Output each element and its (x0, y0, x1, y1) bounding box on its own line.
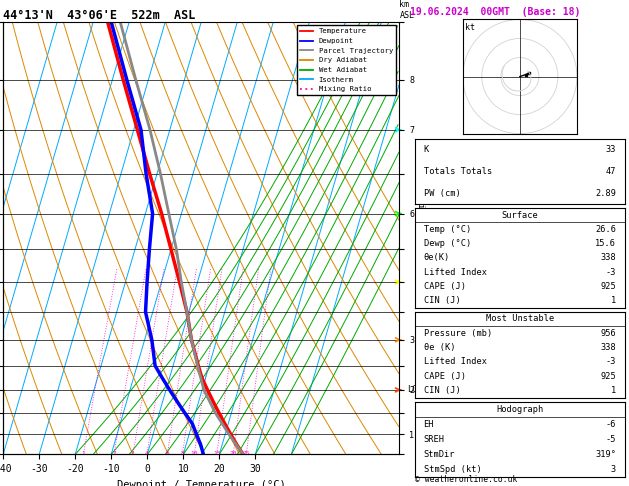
Text: 4: 4 (145, 451, 149, 456)
Text: Hodograph: Hodograph (496, 405, 543, 414)
Text: 33: 33 (606, 145, 616, 154)
Text: -3: -3 (606, 358, 616, 366)
Text: 338: 338 (601, 253, 616, 262)
Text: 925: 925 (601, 282, 616, 291)
Text: Dewp (°C): Dewp (°C) (423, 239, 470, 248)
Text: 47: 47 (606, 167, 616, 176)
Text: 10: 10 (191, 451, 198, 456)
Text: PW (cm): PW (cm) (423, 189, 460, 198)
Text: 338: 338 (601, 343, 616, 352)
Text: CIN (J): CIN (J) (423, 296, 460, 305)
Text: 2.89: 2.89 (595, 189, 616, 198)
Text: 15: 15 (213, 451, 221, 456)
Text: 25: 25 (243, 451, 250, 456)
Text: -6: -6 (606, 420, 616, 429)
Text: 1: 1 (82, 451, 85, 456)
Text: 1: 1 (611, 296, 616, 305)
Text: 15.6: 15.6 (595, 239, 616, 248)
Text: km
ASL: km ASL (399, 0, 415, 20)
Text: 2: 2 (112, 451, 116, 456)
Text: Temp (°C): Temp (°C) (423, 225, 470, 234)
Text: θe (K): θe (K) (423, 343, 455, 352)
Text: Totals Totals: Totals Totals (423, 167, 492, 176)
Legend: Temperature, Dewpoint, Parcel Trajectory, Dry Adiabat, Wet Adiabat, Isotherm, Mi: Temperature, Dewpoint, Parcel Trajectory… (297, 25, 396, 95)
Text: K: K (423, 145, 429, 154)
Text: 20: 20 (230, 451, 237, 456)
Text: 956: 956 (601, 329, 616, 338)
Text: 3: 3 (131, 451, 135, 456)
Text: 3: 3 (611, 465, 616, 474)
X-axis label: Dewpoint / Temperature (°C): Dewpoint / Temperature (°C) (117, 480, 286, 486)
Text: Pressure (mb): Pressure (mb) (423, 329, 492, 338)
Text: Most Unstable: Most Unstable (486, 314, 554, 323)
Text: Lifted Index: Lifted Index (423, 358, 486, 366)
Text: 925: 925 (601, 372, 616, 381)
Text: 44°13'N  43°06'E  522m  ASL: 44°13'N 43°06'E 522m ASL (3, 9, 196, 22)
Text: EH: EH (423, 420, 434, 429)
Text: θe(K): θe(K) (423, 253, 450, 262)
Text: -3: -3 (606, 268, 616, 277)
Text: kt: kt (465, 23, 475, 32)
Text: © weatheronline.co.uk: © weatheronline.co.uk (415, 474, 518, 484)
Text: StmDir: StmDir (423, 450, 455, 459)
Text: SREH: SREH (423, 435, 445, 444)
Text: CAPE (J): CAPE (J) (423, 282, 465, 291)
Text: 6: 6 (165, 451, 169, 456)
Text: 19.06.2024  00GMT  (Base: 18): 19.06.2024 00GMT (Base: 18) (410, 7, 581, 17)
Text: 26.6: 26.6 (595, 225, 616, 234)
Text: 8: 8 (181, 451, 184, 456)
Text: Surface: Surface (501, 210, 538, 220)
Text: LCL: LCL (408, 385, 422, 395)
Text: 1: 1 (611, 386, 616, 395)
Text: StmSpd (kt): StmSpd (kt) (423, 465, 481, 474)
Text: -5: -5 (606, 435, 616, 444)
Text: Lifted Index: Lifted Index (423, 268, 486, 277)
Text: 319°: 319° (595, 450, 616, 459)
Y-axis label: Mixing Ratio (g/kg): Mixing Ratio (g/kg) (416, 187, 425, 289)
Text: CIN (J): CIN (J) (423, 386, 460, 395)
Text: CAPE (J): CAPE (J) (423, 372, 465, 381)
